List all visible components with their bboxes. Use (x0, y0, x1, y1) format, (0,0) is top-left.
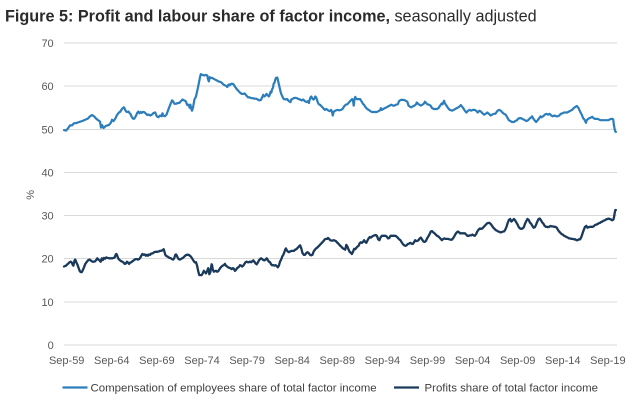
svg-text:50: 50 (41, 124, 53, 136)
svg-text:Sep-74: Sep-74 (184, 355, 219, 367)
svg-text:%: % (25, 190, 37, 200)
svg-text:Sep-84: Sep-84 (274, 355, 309, 367)
svg-text:10: 10 (41, 297, 53, 309)
svg-text:40: 40 (41, 167, 53, 179)
svg-text:Sep-69: Sep-69 (139, 355, 174, 367)
svg-text:Figure 5: Profit and labour sh: Figure 5: Profit and labour share of fac… (5, 8, 537, 26)
svg-text:Sep-94: Sep-94 (365, 355, 400, 367)
svg-text:70: 70 (41, 38, 53, 50)
svg-text:20: 20 (41, 254, 53, 266)
svg-text:60: 60 (41, 81, 53, 93)
svg-text:Sep-99: Sep-99 (410, 355, 445, 367)
svg-text:Sep-59: Sep-59 (49, 355, 84, 367)
svg-text:Sep-19: Sep-19 (590, 355, 625, 367)
svg-text:Compensation of employees shar: Compensation of employees share of total… (91, 382, 377, 394)
svg-text:Sep-14: Sep-14 (545, 355, 580, 367)
svg-text:Sep-89: Sep-89 (320, 355, 355, 367)
svg-text:30: 30 (41, 211, 53, 223)
svg-text:0: 0 (48, 340, 54, 352)
svg-text:Sep-04: Sep-04 (455, 355, 490, 367)
svg-text:Sep-64: Sep-64 (94, 355, 129, 367)
svg-text:Sep-09: Sep-09 (500, 355, 535, 367)
svg-text:Profits share of total factor: Profits share of total factor income (425, 382, 599, 394)
svg-text:Sep-79: Sep-79 (229, 355, 264, 367)
